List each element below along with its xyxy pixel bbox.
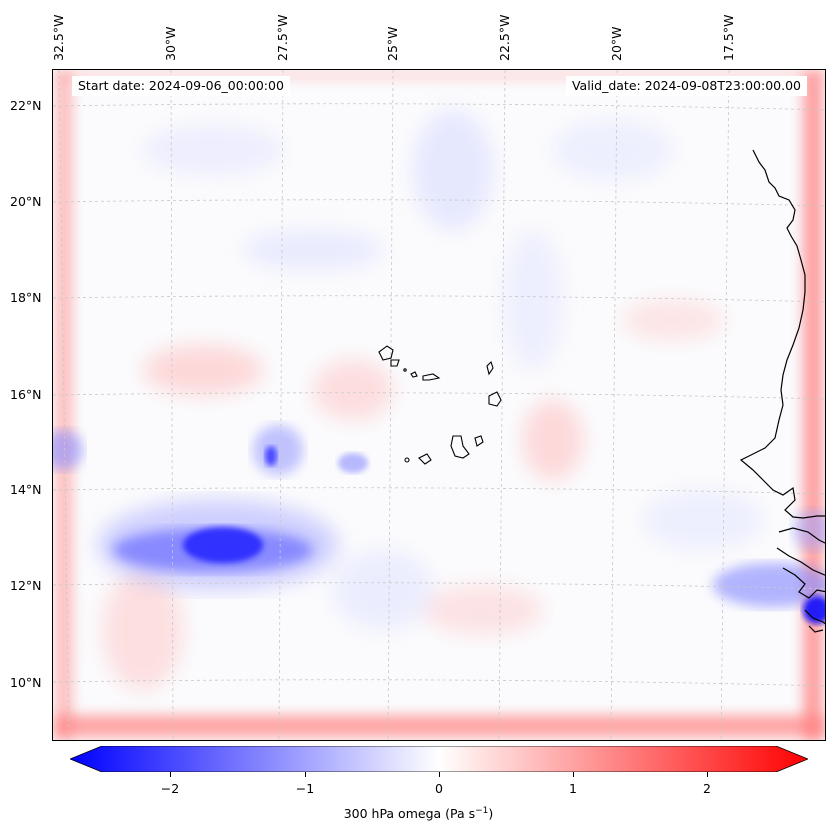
- colorbar: [70, 746, 808, 772]
- lon-label-30w: 30°W: [163, 26, 178, 61]
- colorbar-label: 300 hPa omega (Pa s−1): [0, 806, 837, 821]
- lon-label-27-5w: 27.5°W: [275, 14, 290, 61]
- omega-field-strong-negative: [53, 425, 825, 624]
- colorbar-tickmark: [573, 772, 574, 777]
- colorbar-tickmark: [170, 772, 171, 777]
- lon-label-20w: 20°W: [609, 26, 624, 61]
- colorbar-tickmark: [305, 772, 306, 777]
- lon-label-25w: 25°W: [385, 26, 400, 61]
- colorbar-tick-label: 1: [569, 781, 577, 796]
- map-canvas: [53, 70, 825, 740]
- colorbar-tickmark: [439, 772, 440, 777]
- colorbar-tick-label: −1: [295, 781, 315, 796]
- colorbar-tick-label: −2: [160, 781, 180, 796]
- lat-label-18n: 18°N: [10, 290, 42, 305]
- colorbar-label-sup: −1: [475, 806, 489, 816]
- colorbar-tick-label: 2: [703, 781, 711, 796]
- lat-label-10n: 10°N: [10, 675, 42, 690]
- colorbar-tickmark: [707, 772, 708, 777]
- graticule: [53, 70, 825, 740]
- lon-label-17-5w: 17.5°W: [721, 14, 736, 61]
- colorbar-gradient: [70, 746, 808, 772]
- lon-label-32-5w: 32.5°W: [51, 14, 66, 61]
- colorbar-tick-label: 0: [435, 781, 443, 796]
- lat-label-14n: 14°N: [10, 482, 42, 497]
- map-panel: [52, 69, 826, 741]
- colorbar-label-end: ): [488, 806, 494, 822]
- omega-field-light: [103, 110, 763, 690]
- colorbar-label-main: 300 hPa omega (Pa s: [343, 806, 476, 822]
- lon-label-22-5w: 22.5°W: [497, 14, 512, 61]
- cape-verde-islands: [378, 345, 502, 465]
- lat-label-12n: 12°N: [10, 578, 42, 593]
- valid-date-banner: Valid_date: 2024-09-08T23:00:00.00: [565, 76, 807, 96]
- start-date-banner: Start date: 2024-09-06_00:00:00: [72, 76, 290, 96]
- lat-label-20n: 20°N: [10, 194, 42, 209]
- lat-label-16n: 16°N: [10, 387, 42, 402]
- coastline: [739, 149, 825, 633]
- lat-label-22n: 22°N: [10, 98, 42, 113]
